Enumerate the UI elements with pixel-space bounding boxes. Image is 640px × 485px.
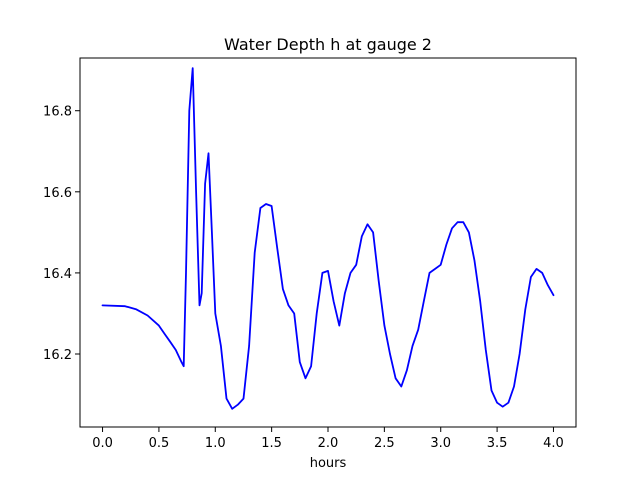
x-tick-label: 4.0: [543, 436, 564, 451]
x-axis: 0.0 0.5 1.0 1.5 2.0 2.5 3.0 3.5 4.0: [92, 427, 564, 451]
y-tick-label: 16.2: [43, 348, 72, 363]
chart-title: Water Depth h at gauge 2: [224, 35, 432, 54]
x-tick-label: 1.0: [205, 436, 226, 451]
x-tick-label: 3.0: [430, 436, 451, 451]
x-tick-label: 2.0: [318, 436, 339, 451]
x-tick-label: 2.5: [374, 436, 395, 451]
x-tick-label: 1.5: [261, 436, 282, 451]
x-axis-label: hours: [310, 456, 347, 471]
series-line: [101, 67, 555, 410]
y-axis: 16.2 16.4 16.6 16.8: [43, 105, 80, 363]
y-tick-label: 16.4: [43, 267, 72, 282]
y-tick-label: 16.6: [43, 186, 72, 201]
x-tick-label: 0.5: [149, 436, 170, 451]
y-tick-label: 16.8: [43, 105, 72, 120]
x-tick-label: 3.5: [487, 436, 508, 451]
x-tick-label: 0.0: [92, 436, 113, 451]
